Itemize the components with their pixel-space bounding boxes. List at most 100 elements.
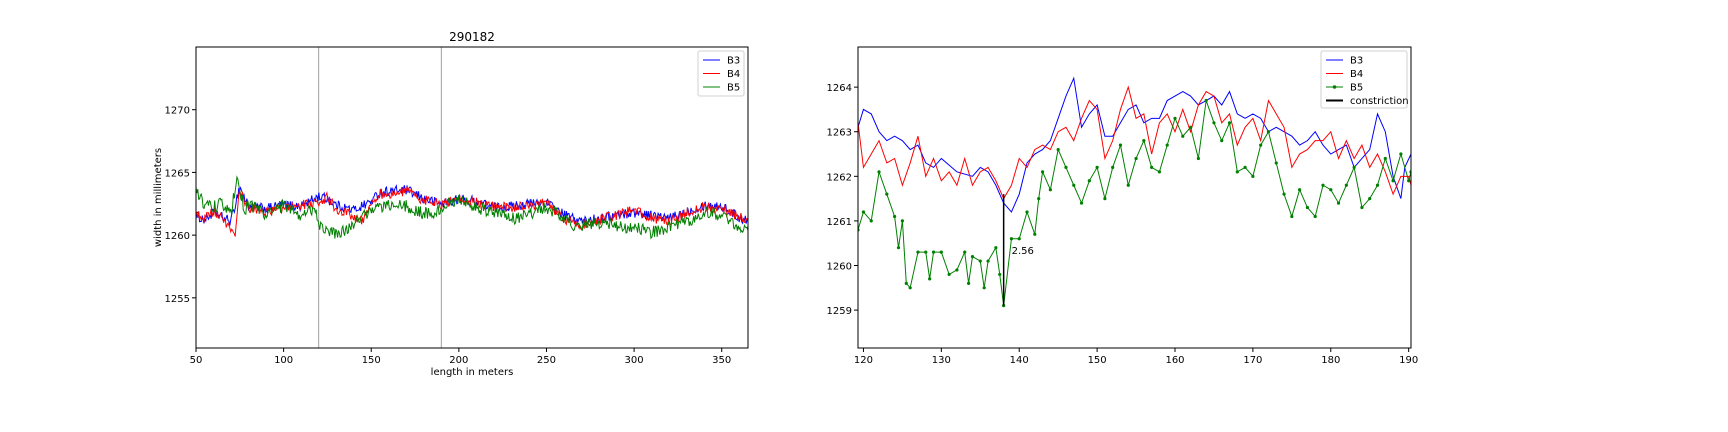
series-point-b5 (1305, 205, 1310, 210)
legend-label-b3: B3 (727, 56, 740, 67)
series-point-b5 (893, 214, 897, 219)
legend-label-b4: B4 (727, 69, 740, 80)
series-point-b5 (1375, 183, 1380, 187)
series-point-b5 (1048, 188, 1052, 192)
series-line-b3 (858, 76, 1411, 213)
series-point-b5 (1212, 121, 1216, 125)
y-tick-label: 1260 (827, 262, 852, 273)
legend-box (1320, 50, 1408, 109)
series-point-b5 (1173, 116, 1177, 120)
x-tick-label: 120 (854, 355, 873, 366)
series-point-b5 (1181, 134, 1185, 138)
x-axis-label: length in meters (431, 367, 514, 378)
series-point-b5 (1196, 156, 1200, 161)
x-tick-label: 300 (625, 355, 644, 366)
y-tick-label: 1270 (165, 106, 190, 117)
series-point-b5 (1407, 179, 1411, 183)
series-point-b5 (1259, 143, 1263, 147)
left-chart: 290182 50 100 150 200 250 300 350 1255 1260 1265 12… (153, 30, 749, 378)
x-tick-label: 130 (932, 355, 951, 366)
series-point-b5 (916, 250, 920, 254)
series-point-b5 (1157, 170, 1162, 174)
series-point-b5 (931, 250, 936, 254)
series-point-b5 (1126, 183, 1130, 187)
x-tick-label: 250 (537, 355, 556, 366)
series-point-b5 (1103, 197, 1107, 201)
series-point-b5 (861, 210, 866, 214)
series-point-b5 (1064, 165, 1068, 169)
series-line-b5 (196, 175, 748, 240)
y-tick-label: 1260 (165, 231, 190, 242)
series-point-b5 (908, 286, 912, 290)
series-point-b5 (1002, 304, 1006, 308)
legend-label-constriction: constriction (1350, 96, 1409, 107)
series-point-b5 (1033, 232, 1037, 236)
x-tick-label: 180 (1321, 355, 1340, 366)
series-point-b5 (885, 192, 889, 196)
series-point-b5 (1391, 179, 1395, 183)
y-tick-label: 1261 (827, 217, 852, 228)
series-point-b5 (1274, 161, 1278, 165)
x-tick-label: 170 (1243, 355, 1262, 366)
y-tick-label: 1265 (165, 168, 190, 179)
x-tick-label: 160 (1165, 355, 1184, 366)
x-tick-label: 190 (1399, 355, 1418, 366)
series-point-b5 (1188, 125, 1193, 129)
series-point-b5 (1235, 170, 1239, 174)
x-tick-label: 350 (712, 355, 731, 366)
series-point-b5 (982, 286, 986, 290)
y-tick-label: 1263 (827, 128, 852, 139)
series-point-b5 (1165, 143, 1169, 147)
right-chart: 2.56 120 130 140 150 160 170 180 190 1259 1260 1261… (827, 46, 1418, 366)
series-point-b5 (1243, 165, 1247, 169)
series-point-b5 (904, 281, 908, 285)
series-point-b5 (1383, 156, 1387, 161)
series-point-b5 (978, 259, 982, 263)
series-point-b5 (928, 277, 932, 281)
series-point-b5 (1344, 183, 1348, 187)
series-point-b5 (963, 250, 967, 254)
legend-label-b3: B3 (1350, 56, 1363, 67)
series-point-b5 (1079, 201, 1084, 205)
y-tick-label: 1264 (827, 83, 852, 94)
series-point-b5 (1360, 205, 1364, 210)
legend: B3 B4 B5 (697, 50, 745, 97)
y-axis-label: width in millimeters (153, 148, 164, 247)
legend: B3 B4 B5 constriction (1320, 50, 1409, 109)
legend-box (697, 50, 745, 97)
series-point-b5 (1298, 188, 1302, 192)
series-point-b5 (1251, 174, 1255, 178)
series-point-b5 (869, 219, 873, 223)
series-point-b5 (900, 219, 905, 223)
series-point-b5 (1204, 98, 1208, 103)
plot-frame (195, 46, 749, 349)
series-point-b5 (924, 250, 928, 254)
series-point-b5 (967, 281, 971, 285)
series-point-b5 (1134, 156, 1138, 161)
series-point-b5 (1072, 183, 1076, 187)
series-point-b5 (1150, 165, 1154, 169)
series-point-b5 (1037, 197, 1041, 201)
series-point-b5 (1290, 214, 1294, 219)
series-point-b5 (1313, 214, 1317, 219)
series-point-b5 (998, 272, 1002, 277)
series-point-b5 (1399, 152, 1403, 156)
x-tick-label: 100 (274, 355, 293, 366)
series-point-b5 (1118, 143, 1123, 147)
series-line-b4 (196, 186, 748, 237)
series-point-b5 (1227, 121, 1232, 125)
series-point-b5 (1352, 165, 1356, 169)
series-point-b5 (1142, 139, 1146, 143)
series-point-b5 (986, 259, 990, 263)
x-tick-label: 140 (1010, 355, 1029, 366)
x-tick-label: 50 (190, 355, 203, 366)
series-point-b5 (1056, 147, 1060, 152)
series-point-b5 (1336, 201, 1341, 205)
series-point-b5 (877, 170, 881, 174)
series-point-b5 (896, 246, 901, 250)
series-point-b5 (1095, 165, 1099, 169)
series-point-b5 (1220, 139, 1224, 143)
series-point-b5 (1111, 165, 1115, 169)
